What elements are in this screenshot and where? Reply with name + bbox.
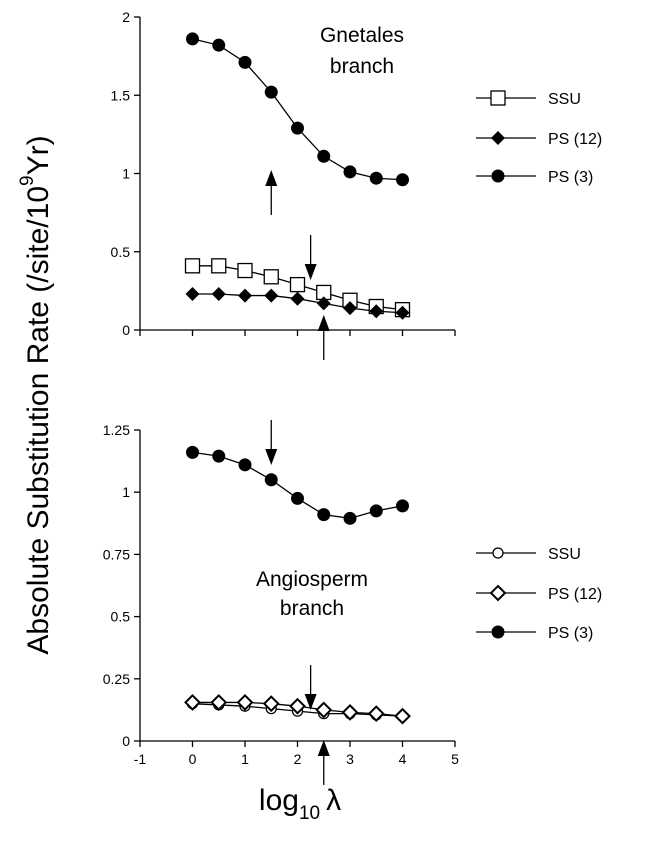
data-point: [317, 149, 331, 163]
legend-entry: PS (3): [476, 169, 593, 186]
legend-entry: PS (12): [476, 584, 602, 603]
y-tick-label: 1: [122, 484, 130, 500]
data-point: [396, 499, 409, 513]
data-point: [343, 511, 357, 525]
data-point: [367, 705, 385, 723]
data-point: [343, 301, 357, 316]
data-point: [184, 258, 201, 274]
x-axis-label: log10 λ: [259, 784, 341, 824]
data-point: [316, 296, 331, 311]
data-point: [315, 701, 333, 719]
y-tick-label: 0: [122, 733, 130, 749]
legend-label: PS (3): [548, 169, 593, 186]
data-point: [210, 694, 228, 711]
data-point: [369, 171, 383, 185]
data-point: [343, 165, 357, 179]
panel-annotation: Angiosperm: [256, 568, 368, 591]
series-ps-3-: [186, 445, 409, 525]
x-tick-label: 2: [294, 751, 302, 767]
data-point: [238, 288, 252, 303]
panel-annotation: Gnetales: [320, 24, 404, 47]
legend-marker: [491, 169, 505, 183]
data-point: [291, 121, 304, 135]
series-ps-12-: [184, 694, 411, 725]
y-tick-label: 0.5: [111, 244, 131, 260]
y-axis-label: Absolute Substitution Rate (/site/109Yr): [17, 135, 55, 654]
legend-marker: [490, 90, 506, 106]
legend-label: PS (3): [548, 625, 593, 642]
arrow-up: [317, 315, 330, 360]
legend-label: SSU: [548, 91, 581, 108]
series-ps-3-: [186, 32, 409, 187]
arrow-up: [317, 740, 330, 785]
x-tick-label: 0: [189, 751, 197, 767]
data-point: [341, 703, 359, 721]
y-tick-label: 1: [122, 166, 130, 182]
data-point: [289, 697, 306, 715]
svg-text:Absolute Substitution Rate (/s: Absolute Substitution Rate (/site/109Yr): [17, 135, 55, 654]
data-point: [395, 305, 410, 320]
panel-annotation: branch: [280, 597, 344, 620]
data-point: [291, 491, 304, 505]
arrow-down: [304, 665, 317, 710]
data-point: [186, 32, 199, 46]
y-tick-label: 0: [122, 322, 130, 338]
legend-entry: SSU: [476, 90, 581, 108]
y-tick-label: 2: [122, 9, 130, 25]
data-point: [317, 508, 331, 522]
data-point: [238, 55, 252, 69]
data-point: [186, 445, 199, 459]
legend-marker: [492, 547, 504, 559]
data-point: [211, 287, 226, 302]
data-point: [263, 269, 279, 285]
x-tick-label: 3: [346, 751, 354, 767]
y-tick-label: 0.5: [111, 609, 131, 625]
legend-entry: PS (12): [476, 131, 602, 148]
data-point: [211, 258, 227, 274]
y-tick-label: 1.5: [111, 87, 131, 103]
data-point: [212, 38, 226, 52]
data-point: [264, 85, 278, 99]
data-point: [290, 291, 305, 306]
data-point: [369, 304, 384, 319]
arrow-down: [265, 420, 278, 465]
data-point: [264, 473, 278, 487]
legend-label: SSU: [548, 546, 581, 563]
legend-entry: PS (3): [476, 625, 593, 642]
data-point: [212, 449, 226, 463]
data-point: [396, 173, 409, 187]
data-point: [184, 694, 201, 711]
series-ps-12-: [185, 287, 410, 320]
legend-label: PS (12): [548, 586, 602, 603]
legend-marker: [491, 625, 505, 639]
arrow-down: [304, 235, 317, 280]
y-tick-label: 0.25: [103, 671, 130, 687]
data-point: [369, 504, 383, 518]
x-tick-label: -1: [134, 751, 147, 767]
data-point: [262, 695, 280, 713]
data-point: [237, 262, 253, 279]
legend-label: PS (12): [548, 131, 602, 148]
y-tick-label: 0.75: [103, 546, 130, 562]
data-point: [236, 694, 254, 711]
legend-marker: [489, 584, 507, 602]
arrow-up: [265, 170, 278, 215]
data-point: [264, 288, 279, 303]
x-tick-label: 1: [241, 751, 249, 767]
panel-annotation: branch: [330, 55, 394, 78]
x-tick-label: 4: [399, 751, 407, 767]
data-point: [394, 707, 411, 725]
data-point: [238, 458, 252, 472]
legend-marker: [491, 131, 505, 145]
x-tick-label: 5: [451, 751, 459, 767]
chart-panel-1: 0 0.5 1 1.5 2 SSU PS (12) PS (3) Gnetales branch: [111, 9, 602, 360]
legend-entry: SSU: [476, 546, 581, 563]
data-point: [289, 276, 306, 293]
data-point: [185, 287, 200, 302]
y-tick-label: 1.25: [103, 422, 130, 438]
